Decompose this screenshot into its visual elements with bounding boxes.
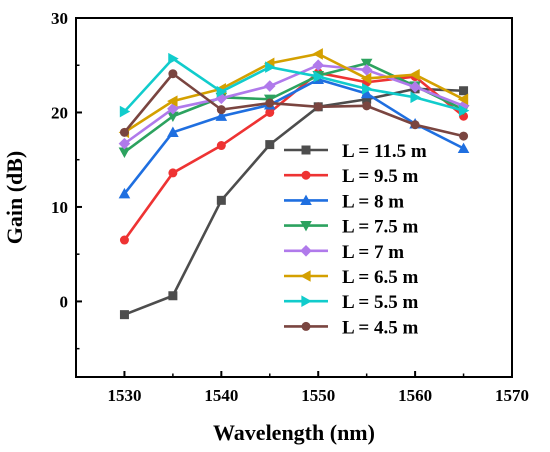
data-point bbox=[360, 72, 372, 85]
data-point bbox=[313, 102, 323, 112]
data-point bbox=[118, 147, 131, 158]
data-point bbox=[119, 127, 129, 137]
legend-marker bbox=[301, 321, 311, 331]
data-point bbox=[313, 70, 325, 83]
series-group bbox=[118, 48, 470, 320]
data-point bbox=[360, 64, 373, 76]
legend-label: L = 6.5 m bbox=[342, 267, 418, 288]
legend-label: L = 5.5 m bbox=[342, 292, 418, 313]
series-line bbox=[123, 87, 464, 316]
legend-marker bbox=[300, 245, 312, 257]
x-tick-label: 1560 bbox=[398, 386, 432, 405]
x-tick-label: 1550 bbox=[301, 386, 335, 405]
series-line bbox=[123, 78, 465, 195]
legend: L = 11.5 m L = 9.5 m L = 8 m L = 7.5 m L = 7… bbox=[284, 141, 427, 338]
legend-item: L = 7 m bbox=[284, 242, 404, 263]
series-line bbox=[123, 72, 464, 138]
data-point bbox=[457, 142, 470, 154]
legend-label: L = 7.5 m bbox=[342, 217, 418, 238]
series-line bbox=[123, 57, 464, 113]
data-point bbox=[119, 105, 131, 118]
data-point bbox=[362, 83, 373, 95]
data-point bbox=[265, 140, 275, 150]
plot-frame bbox=[75, 17, 513, 378]
legend-item: L = 5.5 m bbox=[284, 292, 418, 313]
data-point bbox=[167, 111, 179, 123]
data-point bbox=[265, 107, 275, 117]
data-point bbox=[168, 52, 179, 65]
series-7 bbox=[119, 52, 470, 118]
data-point bbox=[409, 81, 421, 93]
data-point bbox=[458, 104, 470, 117]
x-tick-label: 1530 bbox=[107, 386, 141, 405]
y-tick-label: 20 bbox=[51, 103, 68, 122]
y-tick-label: 10 bbox=[51, 198, 68, 217]
y-tick-label: 30 bbox=[51, 9, 68, 28]
legend-marker bbox=[301, 170, 311, 180]
series-line bbox=[123, 63, 465, 145]
data-point bbox=[216, 195, 226, 205]
data-point bbox=[119, 235, 129, 245]
x-tick-label: 1570 bbox=[495, 386, 529, 405]
series-line bbox=[123, 52, 465, 134]
x-axis-title: Wavelength (nm) bbox=[213, 420, 375, 445]
legend-item: L = 7.5 m bbox=[284, 217, 418, 238]
legend-marker bbox=[301, 145, 311, 155]
data-point bbox=[263, 80, 276, 92]
legend-item: L = 8 m bbox=[284, 191, 404, 212]
legend-item: L = 11.5 m bbox=[284, 141, 427, 162]
series-8 bbox=[119, 69, 469, 141]
data-point bbox=[168, 291, 178, 301]
data-point bbox=[167, 126, 179, 137]
data-point bbox=[119, 310, 129, 320]
legend-label: L = 8 m bbox=[342, 191, 404, 212]
data-point bbox=[410, 91, 421, 104]
legend-marker bbox=[300, 270, 311, 282]
legend-label: L = 11.5 m bbox=[342, 141, 427, 162]
data-point bbox=[312, 59, 325, 72]
legend-label: L = 4.5 m bbox=[342, 317, 418, 338]
data-point bbox=[168, 168, 178, 178]
data-point bbox=[216, 85, 228, 98]
data-point bbox=[360, 58, 373, 70]
data-point bbox=[360, 87, 373, 99]
data-point bbox=[362, 94, 372, 104]
data-point bbox=[118, 137, 131, 150]
y-tick-label: 0 bbox=[60, 292, 69, 311]
legend-marker bbox=[300, 194, 312, 206]
legend-item: L = 9.5 m bbox=[284, 166, 418, 187]
data-point bbox=[265, 98, 275, 108]
data-point bbox=[215, 110, 228, 121]
data-point bbox=[457, 93, 469, 106]
y-axis-title: Gain (dB) bbox=[2, 151, 27, 245]
series-line bbox=[123, 62, 465, 154]
data-point bbox=[312, 48, 323, 60]
data-point bbox=[362, 101, 372, 111]
legend-item: L = 4.5 m bbox=[284, 317, 418, 338]
data-point bbox=[265, 61, 276, 73]
data-point bbox=[216, 141, 226, 151]
data-point bbox=[167, 95, 178, 107]
data-point bbox=[216, 105, 226, 115]
legend-label: L = 9.5 m bbox=[342, 166, 418, 187]
legend-marker bbox=[300, 220, 312, 232]
x-tick-label: 1540 bbox=[204, 386, 238, 405]
legend-marker bbox=[301, 295, 312, 307]
data-point bbox=[410, 120, 420, 130]
data-point bbox=[459, 131, 469, 141]
legend-label: L = 7 m bbox=[342, 242, 404, 263]
data-point bbox=[168, 69, 178, 79]
data-point bbox=[118, 187, 131, 199]
data-point bbox=[409, 68, 420, 81]
data-point bbox=[459, 86, 469, 96]
legend-item: L = 6.5 m bbox=[284, 267, 418, 288]
